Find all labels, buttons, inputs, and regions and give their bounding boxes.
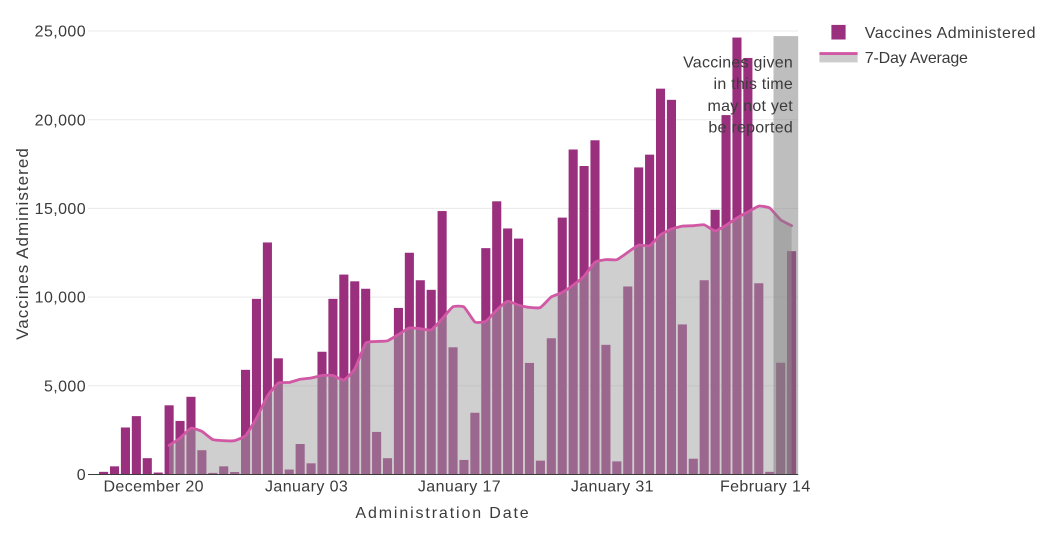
svg-text:may not yet: may not yet (708, 98, 794, 115)
svg-text:15,000: 15,000 (35, 201, 86, 218)
svg-text:20,000: 20,000 (35, 112, 86, 129)
svg-text:0: 0 (77, 467, 86, 484)
svg-text:in this time: in this time (714, 76, 793, 93)
svg-text:January 31: January 31 (571, 478, 654, 495)
svg-text:Vaccines Administered: Vaccines Administered (13, 147, 32, 340)
svg-text:be reported: be reported (708, 120, 793, 137)
svg-text:January 17: January 17 (418, 478, 501, 495)
svg-text:Administration Date: Administration Date (355, 505, 530, 522)
svg-text:10,000: 10,000 (35, 290, 86, 307)
svg-text:December 20: December 20 (103, 478, 203, 495)
svg-text:Vaccines given: Vaccines given (683, 55, 793, 72)
svg-text:Vaccines Administered: Vaccines Administered (865, 25, 1036, 42)
svg-text:5,000: 5,000 (44, 378, 86, 395)
svg-text:January 03: January 03 (265, 478, 348, 495)
svg-text:25,000: 25,000 (35, 24, 86, 41)
svg-text:February 14: February 14 (720, 478, 811, 495)
svg-text:7-Day Average: 7-Day Average (865, 50, 968, 67)
